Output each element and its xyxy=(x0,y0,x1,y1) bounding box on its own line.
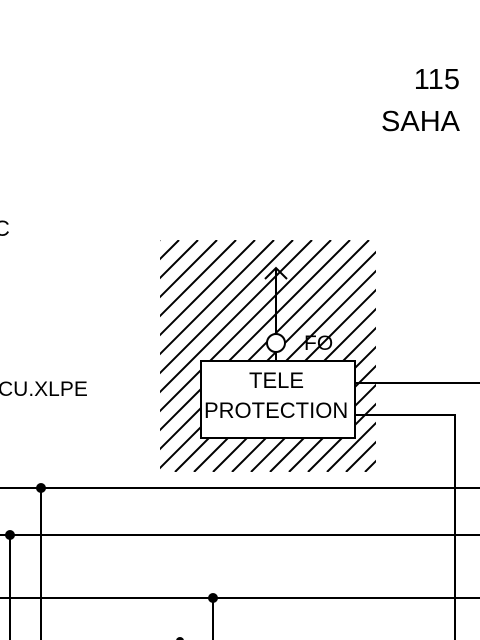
teleprotection-box[interactable] xyxy=(200,360,356,439)
hatch-line xyxy=(160,240,161,242)
hatch-line xyxy=(364,459,376,472)
hatch-line xyxy=(160,250,376,470)
station-number: 115 xyxy=(413,64,460,96)
hatch-line xyxy=(160,240,218,299)
cut-off-label: C xyxy=(0,216,10,241)
hatch-line xyxy=(160,240,351,432)
hatch-line xyxy=(160,240,256,337)
teleprotection-label-line1: TELE xyxy=(249,368,305,393)
fo-connector-circle xyxy=(266,333,286,353)
teleprotection-label-line2: PROTECTION xyxy=(204,398,349,423)
hatch-line xyxy=(160,240,332,413)
junction-dot xyxy=(176,637,184,640)
cable-type-label: CU.XLPE xyxy=(0,378,88,401)
junction-dot xyxy=(208,593,218,603)
hatch-line xyxy=(326,421,376,472)
hatch-line xyxy=(160,240,199,280)
junction-dot xyxy=(5,530,15,540)
hatch-line xyxy=(160,240,237,318)
hatch-line xyxy=(160,240,275,356)
hatch-line xyxy=(160,240,180,261)
hatch-line xyxy=(160,240,313,394)
teleprotection-box-fill xyxy=(201,361,355,438)
station-name: SAHA xyxy=(381,106,460,138)
hatch-line xyxy=(160,240,370,451)
arrow-up-icon xyxy=(264,266,288,280)
junction-dot xyxy=(36,483,46,493)
hatch-line xyxy=(160,240,294,375)
box-output-line-lower xyxy=(355,414,456,640)
fiber-optic-label: FO xyxy=(304,332,334,355)
